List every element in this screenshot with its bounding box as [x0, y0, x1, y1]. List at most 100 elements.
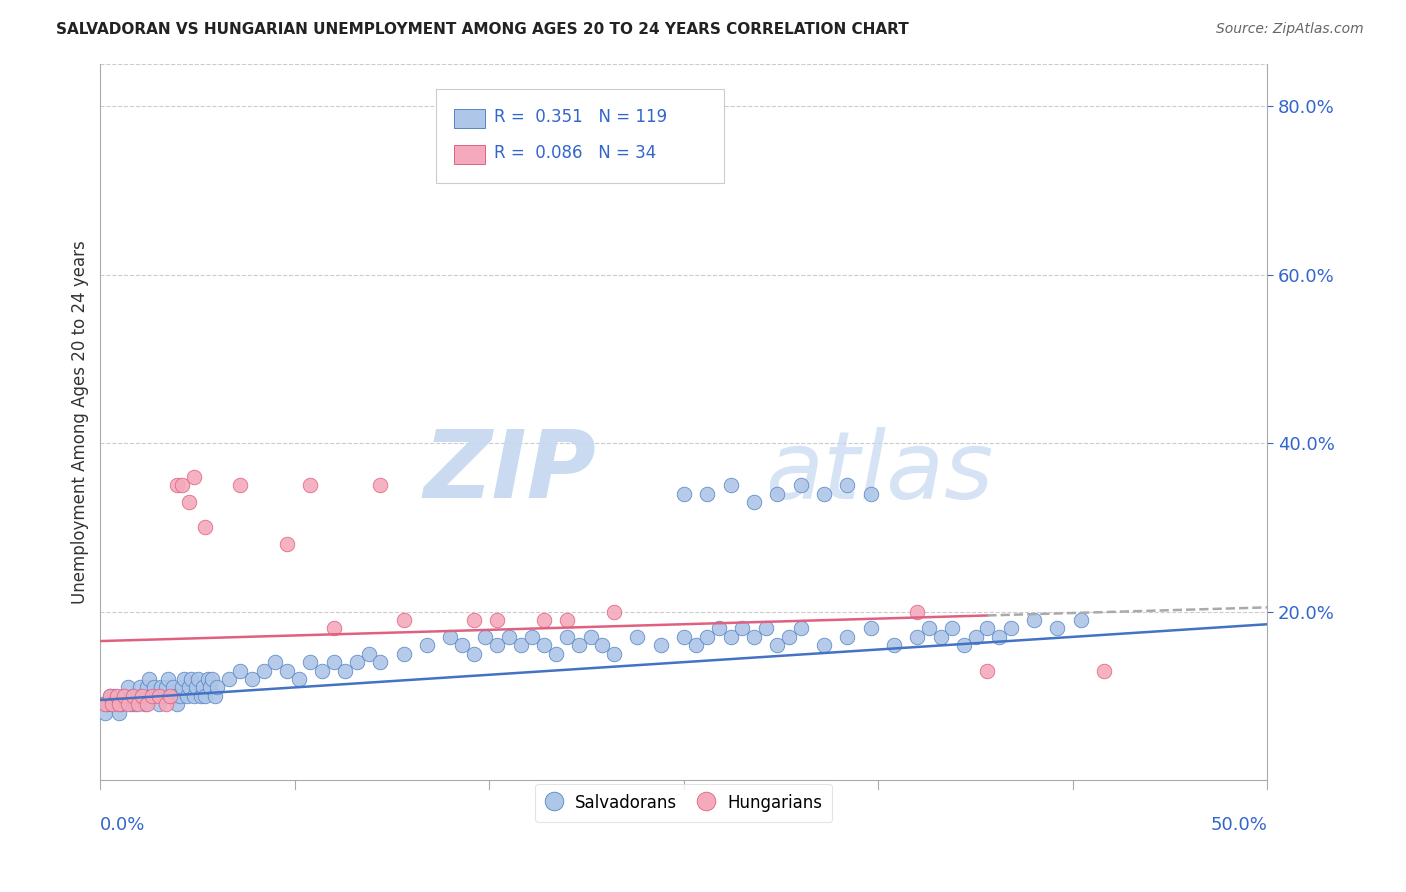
Point: [287, 672, 309, 686]
Point: [190, 689, 212, 703]
Point: [131, 689, 153, 703]
Point: [322, 622, 344, 636]
Point: [108, 706, 131, 720]
Point: [117, 681, 139, 695]
Point: [166, 698, 188, 712]
Point: [101, 698, 124, 712]
Point: [486, 638, 509, 652]
Point: [148, 689, 170, 703]
Point: [98, 689, 121, 703]
Text: ZIP: ZIP: [423, 426, 596, 518]
Point: [105, 698, 128, 712]
Point: [136, 681, 159, 695]
Point: [591, 638, 613, 652]
Point: [463, 647, 485, 661]
Point: [544, 647, 567, 661]
Point: [170, 478, 193, 492]
Point: [136, 698, 159, 712]
Point: [953, 638, 976, 652]
Point: [173, 672, 195, 686]
Point: [155, 698, 177, 712]
Point: [837, 630, 859, 644]
Point: [94, 698, 117, 712]
Point: [152, 689, 174, 703]
Point: [159, 689, 181, 703]
Point: [859, 622, 882, 636]
Point: [101, 698, 124, 712]
Point: [264, 655, 287, 669]
Point: [1022, 613, 1045, 627]
Point: [603, 647, 626, 661]
Point: [568, 638, 591, 652]
Point: [143, 681, 166, 695]
Point: [1092, 664, 1115, 678]
Point: [789, 622, 811, 636]
Point: [357, 647, 380, 661]
Text: R =  0.351   N = 119: R = 0.351 N = 119: [494, 108, 666, 126]
Point: [439, 630, 461, 644]
Point: [370, 478, 392, 492]
Point: [205, 681, 228, 695]
Point: [169, 689, 191, 703]
Point: [1000, 622, 1022, 636]
Point: [766, 638, 789, 652]
Point: [311, 664, 333, 678]
Point: [191, 681, 214, 695]
Text: Source: ZipAtlas.com: Source: ZipAtlas.com: [1216, 22, 1364, 37]
Point: [685, 638, 707, 652]
Point: [299, 478, 322, 492]
Y-axis label: Unemployment Among Ages 20 to 24 years: Unemployment Among Ages 20 to 24 years: [72, 240, 89, 604]
Point: [929, 630, 952, 644]
Point: [141, 689, 163, 703]
Point: [166, 478, 188, 492]
Point: [859, 486, 882, 500]
Point: [672, 630, 695, 644]
Point: [509, 638, 531, 652]
Point: [533, 638, 555, 652]
Point: [218, 672, 240, 686]
Point: [555, 613, 578, 627]
Point: [129, 681, 152, 695]
Point: [115, 689, 138, 703]
Point: [180, 672, 202, 686]
Point: [96, 698, 118, 712]
Point: [555, 630, 578, 644]
Point: [720, 478, 742, 492]
Point: [976, 622, 998, 636]
Point: [204, 689, 226, 703]
Point: [110, 698, 132, 712]
Point: [194, 520, 217, 534]
Text: 50.0%: 50.0%: [1211, 816, 1267, 834]
Point: [1046, 622, 1069, 636]
Point: [98, 689, 121, 703]
Point: [707, 622, 730, 636]
Point: [650, 638, 672, 652]
Point: [148, 698, 170, 712]
Point: [194, 689, 217, 703]
Point: [533, 613, 555, 627]
Point: [276, 537, 298, 551]
Point: [498, 630, 520, 644]
Point: [603, 605, 626, 619]
Point: [626, 630, 648, 644]
Point: [451, 638, 474, 652]
Point: [965, 630, 987, 644]
Point: [131, 689, 153, 703]
Point: [755, 622, 778, 636]
Point: [299, 655, 322, 669]
Point: [155, 681, 177, 695]
Text: SALVADORAN VS HUNGARIAN UNEMPLOYMENT AMONG AGES 20 TO 24 YEARS CORRELATION CHART: SALVADORAN VS HUNGARIAN UNEMPLOYMENT AMO…: [56, 22, 910, 37]
Point: [103, 689, 125, 703]
Point: [742, 495, 765, 509]
Point: [463, 613, 485, 627]
Point: [976, 664, 998, 678]
Point: [696, 630, 718, 644]
Point: [105, 689, 128, 703]
Text: R =  0.086   N = 34: R = 0.086 N = 34: [494, 144, 655, 161]
Point: [370, 655, 392, 669]
Point: [522, 630, 544, 644]
Point: [918, 622, 941, 636]
Point: [1070, 613, 1092, 627]
Text: atlas: atlas: [766, 426, 994, 517]
Point: [276, 664, 298, 678]
